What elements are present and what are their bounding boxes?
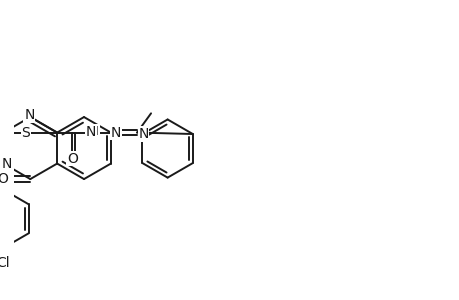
Text: H: H: [90, 125, 99, 138]
Text: Cl: Cl: [0, 256, 10, 270]
Text: N: N: [138, 127, 148, 141]
Text: S: S: [22, 126, 30, 140]
Text: N: N: [85, 124, 96, 139]
Text: O: O: [67, 152, 78, 166]
Text: N: N: [110, 126, 121, 140]
Text: N: N: [1, 157, 11, 171]
Text: O: O: [0, 172, 9, 186]
Text: N: N: [24, 108, 34, 122]
